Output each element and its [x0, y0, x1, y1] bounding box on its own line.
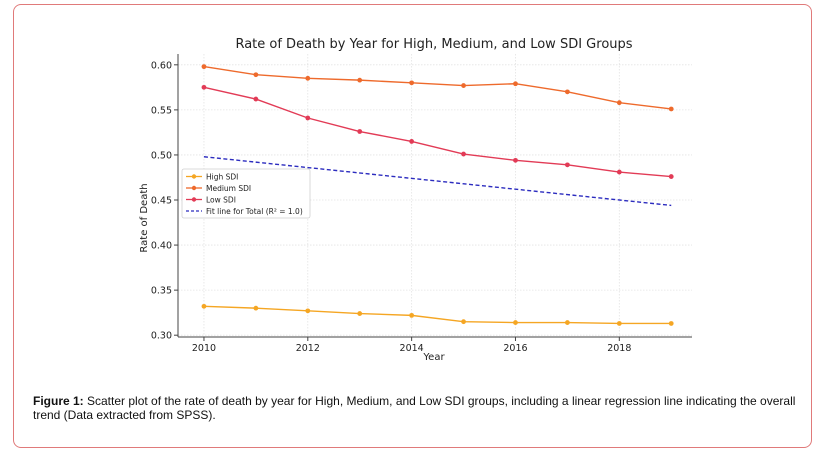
legend-label: High SDI: [206, 173, 238, 182]
y-tick-label: 0.45: [151, 196, 172, 207]
fit-line: [203, 156, 672, 207]
data-point: [564, 89, 570, 95]
caption-label: Figure 1:: [33, 394, 84, 408]
y-tick-label: 0.50: [151, 150, 172, 161]
legend-box: [181, 168, 311, 219]
series-group: [201, 64, 674, 326]
legend-label: Low SDI: [206, 196, 236, 205]
legend-marker: [191, 174, 197, 179]
data-point: [616, 100, 622, 106]
data-point: [564, 320, 570, 325]
x-tick-label: 2018: [607, 343, 631, 354]
data-point: [201, 84, 207, 90]
legend-marker: [191, 197, 197, 202]
data-point: [409, 312, 415, 318]
data-point: [461, 151, 466, 157]
x-tick-label: 2016: [503, 343, 527, 354]
data-point: [513, 81, 518, 87]
data-point: [513, 320, 518, 325]
data-point: [616, 169, 622, 175]
series-line-2: [203, 86, 672, 178]
data-point: [461, 319, 466, 325]
legend-label: Medium SDI: [206, 184, 251, 193]
data-point: [409, 139, 415, 144]
data-point: [357, 77, 363, 83]
data-point: [668, 321, 674, 326]
y-axis-label: Rate of Death: [139, 183, 150, 252]
series-line-1: [203, 65, 672, 110]
data-point: [564, 162, 570, 168]
data-point: [305, 115, 311, 121]
data-point: [253, 72, 259, 78]
data-point: [461, 83, 466, 88]
data-point: [357, 129, 363, 134]
y-tick-label: 0.60: [151, 60, 172, 71]
caption-text: Scatter plot of the rate of death by yea…: [33, 394, 796, 422]
data-point: [253, 96, 259, 102]
y-tick-label: 0.35: [151, 286, 172, 297]
x-axis-label: Year: [422, 352, 445, 363]
y-tick-label: 0.40: [151, 241, 172, 252]
y-tick-label: 0.55: [151, 105, 172, 116]
chart-title: Rate of Death by Year for High, Medium, …: [235, 37, 632, 52]
y-tick-label: 0.30: [151, 331, 172, 342]
data-point: [409, 80, 415, 86]
data-point: [253, 305, 259, 311]
data-point: [357, 311, 363, 316]
data-point: [668, 106, 674, 112]
ticks: 0.30 0.35 0.40 0.45 0.50 0.55 0.60 2010 2012 2014…: [151, 60, 632, 354]
x-tick-label: 2010: [192, 343, 216, 354]
data-point: [513, 157, 518, 163]
data-point: [305, 75, 311, 81]
legend-marker: [191, 185, 197, 191]
legend: High SDI Medium SDI Low SDI Fit line for To…: [181, 168, 311, 219]
data-point: [201, 64, 207, 70]
data-point: [616, 321, 622, 326]
data-point: [201, 303, 207, 309]
x-tick-label: 2012: [296, 343, 320, 354]
x-tick-label: 2014: [400, 343, 424, 354]
data-point: [305, 308, 311, 314]
figure-frame: [13, 4, 812, 448]
line-chart: Rate of Death by Year for High, Medium, …: [139, 37, 692, 363]
series-line-0: [203, 305, 672, 325]
data-point: [668, 174, 674, 179]
figure-caption: Figure 1: Scatter plot of the rate of de…: [33, 394, 809, 422]
legend-label: Fit line for Total (R² = 1.0): [206, 207, 303, 216]
